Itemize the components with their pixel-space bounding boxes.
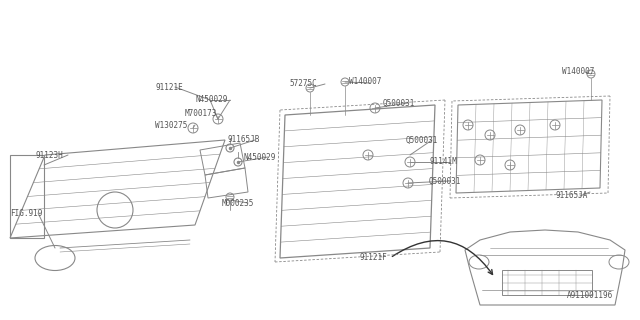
Text: 91121E: 91121E — [155, 83, 183, 92]
Text: 91141M: 91141M — [429, 157, 457, 166]
Text: M700173: M700173 — [185, 108, 218, 117]
Text: W130275: W130275 — [155, 121, 188, 130]
Text: FIG.919: FIG.919 — [10, 209, 42, 218]
Text: M000235: M000235 — [222, 199, 254, 209]
Text: Q500031: Q500031 — [383, 99, 415, 108]
Text: 91121F: 91121F — [360, 253, 388, 262]
Text: Q500031: Q500031 — [406, 135, 438, 145]
Text: A911001196: A911001196 — [567, 292, 613, 300]
Text: W140007: W140007 — [562, 68, 595, 76]
Text: Q500031: Q500031 — [429, 177, 461, 186]
Text: W140007: W140007 — [349, 77, 381, 86]
Text: 91165JB: 91165JB — [228, 135, 260, 145]
FancyArrowPatch shape — [392, 241, 493, 275]
Text: N450029: N450029 — [196, 95, 228, 105]
Text: 57275C: 57275C — [289, 79, 317, 89]
Bar — [502, 270, 592, 295]
Text: 91123H: 91123H — [35, 150, 63, 159]
Text: 91165JA: 91165JA — [556, 191, 588, 201]
Text: N450029: N450029 — [243, 153, 275, 162]
